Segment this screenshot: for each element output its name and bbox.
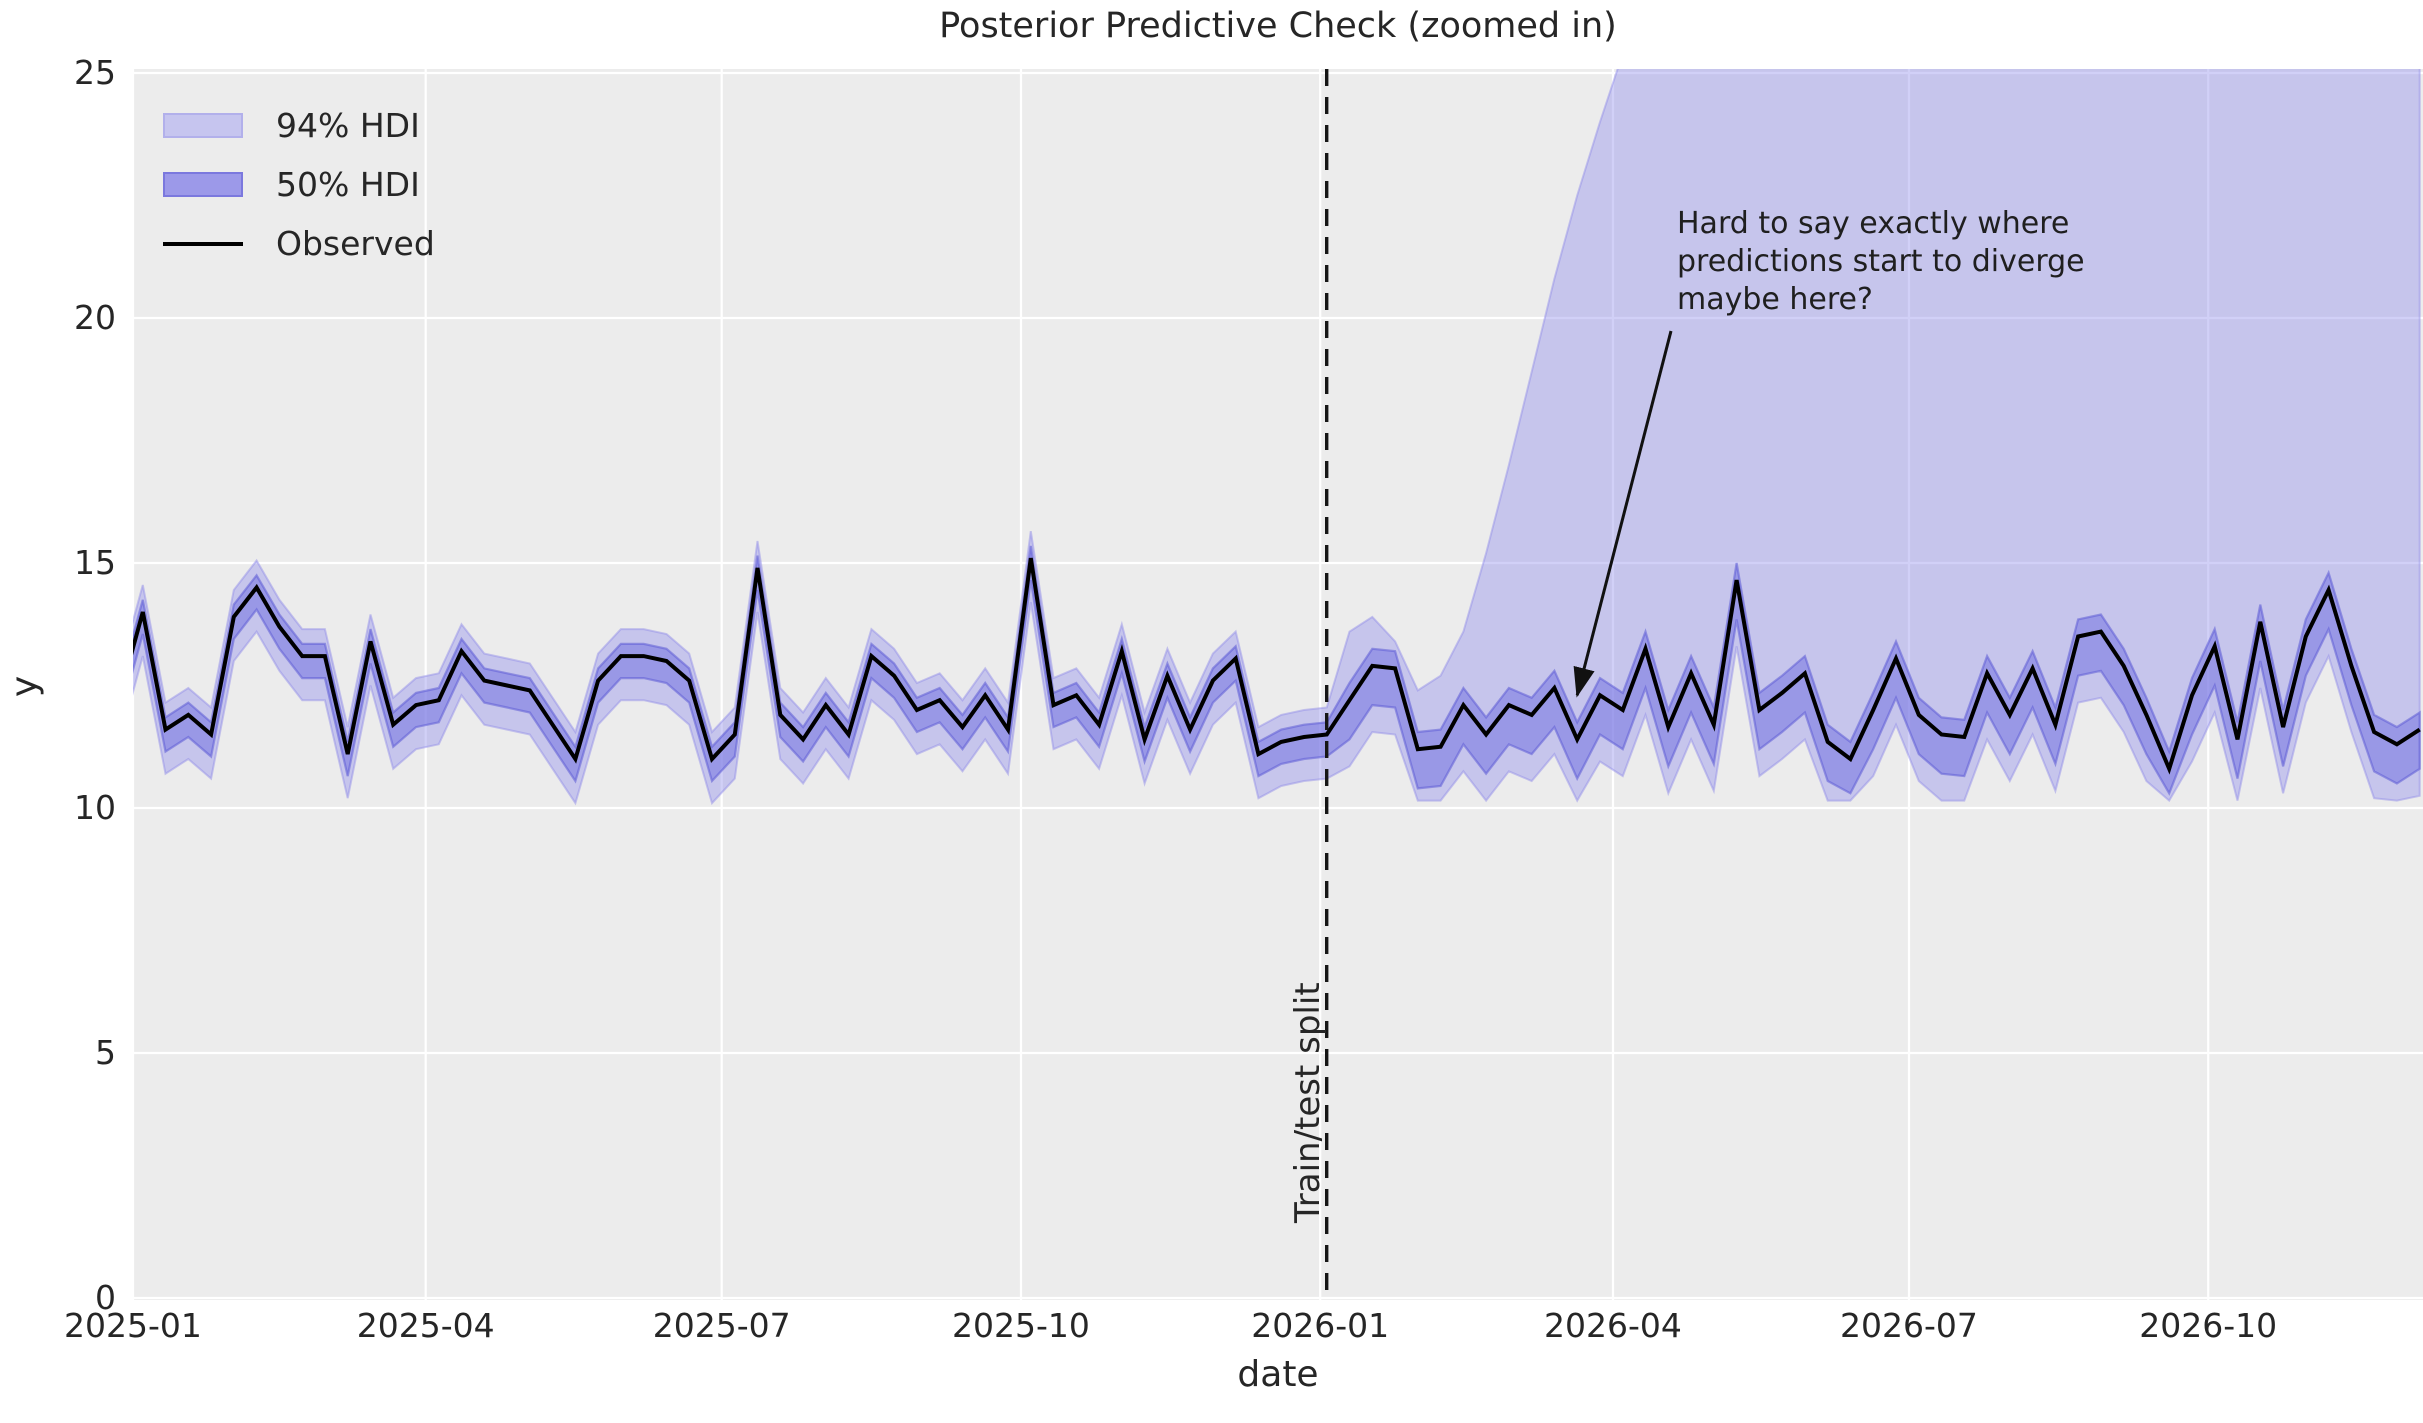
annotation-line: predictions start to diverge bbox=[1677, 244, 2085, 279]
annotation-line: maybe here? bbox=[1677, 282, 1873, 317]
hdi-94-swatch bbox=[163, 113, 243, 138]
x-tick-label: 2025-10 bbox=[952, 1306, 1090, 1345]
legend-item-observed: Observed bbox=[163, 214, 435, 273]
legend-item-94-hdi: 94% HDI bbox=[163, 96, 435, 155]
x-tick-label: 2025-07 bbox=[652, 1306, 791, 1345]
legend: 94% HDI 50% HDI Observed bbox=[163, 96, 435, 273]
x-tick-label: 2026-04 bbox=[1544, 1306, 1682, 1345]
legend-label: Observed bbox=[276, 224, 435, 263]
observed-line bbox=[133, 557, 2421, 775]
y-tick-label: 20 bbox=[74, 298, 116, 337]
chart-title: Posterior Predictive Check (zoomed in) bbox=[939, 6, 1617, 46]
annotation-arrow bbox=[1573, 330, 1673, 698]
train-test-split-label: Train/test split bbox=[1288, 982, 1328, 1223]
x-tick-label: 2025-04 bbox=[356, 1306, 495, 1345]
legend-label: 50% HDI bbox=[276, 165, 420, 204]
y-axis-label: y bbox=[4, 675, 46, 698]
y-tick-label: 0 bbox=[95, 1278, 116, 1317]
annotation-line: Hard to say exactly where bbox=[1677, 206, 2070, 241]
x-axis-label: date bbox=[1237, 1354, 1319, 1395]
y-tick-label: 15 bbox=[74, 543, 116, 582]
y-tick-label: 10 bbox=[74, 788, 116, 827]
hdi-94-band bbox=[133, 69, 2421, 806]
legend-label: 94% HDI bbox=[276, 106, 420, 145]
annotation-text: Hard to say exactly where predictions st… bbox=[1677, 205, 2085, 319]
x-tick-label: 2025-01 bbox=[64, 1306, 202, 1345]
y-tick-label: 5 bbox=[95, 1033, 116, 1072]
y-tick-label: 25 bbox=[74, 53, 116, 92]
observed-line-swatch bbox=[163, 241, 243, 246]
x-tick-label: 2026-01 bbox=[1251, 1306, 1390, 1345]
x-tick-label: 2026-07 bbox=[1840, 1306, 1978, 1345]
hdi-50-swatch bbox=[163, 172, 243, 197]
legend-item-50-hdi: 50% HDI bbox=[163, 155, 435, 214]
x-tick-label: 2026-10 bbox=[2139, 1306, 2278, 1345]
